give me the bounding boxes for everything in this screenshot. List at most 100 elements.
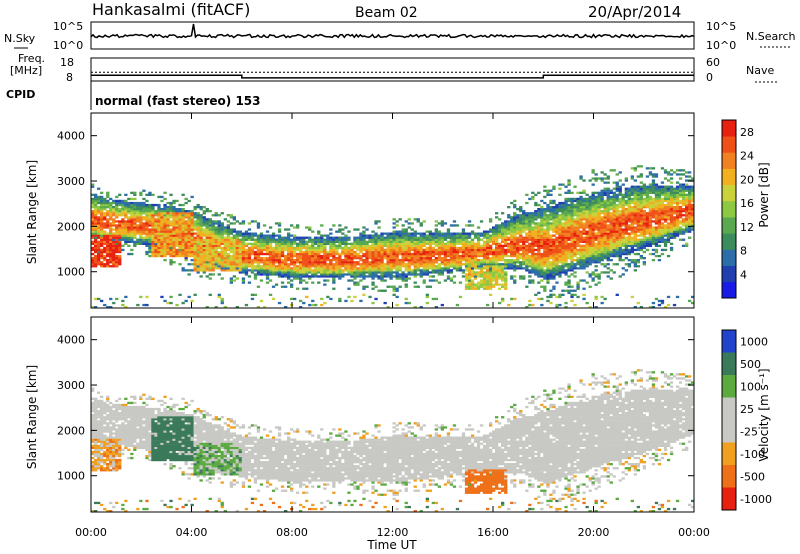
power-cell bbox=[142, 201, 146, 205]
power-cell bbox=[501, 234, 505, 237]
power-cell bbox=[464, 244, 469, 247]
power-cell bbox=[546, 275, 550, 278]
power-cell bbox=[220, 250, 224, 254]
power-cell bbox=[241, 242, 246, 245]
power-cell bbox=[299, 246, 303, 250]
power-cell bbox=[410, 242, 414, 245]
power-cell bbox=[446, 242, 451, 245]
power-cell bbox=[594, 208, 598, 211]
power-cell bbox=[516, 240, 520, 243]
power-cell bbox=[211, 238, 215, 241]
power-cell bbox=[256, 259, 261, 262]
power-cell bbox=[573, 222, 577, 225]
power-cell bbox=[540, 252, 544, 256]
power-cell bbox=[169, 230, 173, 233]
power-cell bbox=[220, 228, 224, 231]
power-cell bbox=[621, 222, 625, 225]
power-cell bbox=[296, 252, 300, 256]
power-cell bbox=[368, 250, 372, 254]
power-cell bbox=[151, 193, 155, 196]
power-cell bbox=[567, 275, 571, 278]
power-cell bbox=[103, 218, 107, 221]
power-cell bbox=[250, 242, 255, 245]
power-cell bbox=[555, 236, 559, 239]
power-cell bbox=[208, 220, 212, 223]
power-cell bbox=[118, 244, 122, 247]
power-cell bbox=[618, 216, 622, 219]
power-cell bbox=[516, 236, 520, 239]
power-cell bbox=[501, 273, 505, 276]
power-cell bbox=[452, 263, 457, 266]
power-cell bbox=[118, 248, 122, 252]
power-cell bbox=[130, 240, 134, 243]
power-cell bbox=[392, 293, 396, 296]
power-cell bbox=[103, 240, 107, 243]
power-cell bbox=[422, 240, 426, 243]
power-cell bbox=[250, 297, 255, 301]
power-cell bbox=[416, 259, 420, 262]
power-cell bbox=[314, 257, 318, 260]
power-cell bbox=[229, 277, 233, 280]
power-cell bbox=[133, 197, 137, 201]
power-cell bbox=[615, 189, 619, 192]
power-cell bbox=[470, 254, 475, 258]
power-cell bbox=[446, 234, 451, 237]
power-cell bbox=[181, 232, 185, 235]
power-cell bbox=[419, 236, 423, 239]
power-cell bbox=[139, 214, 143, 217]
power-cell bbox=[320, 224, 324, 227]
power-cell bbox=[299, 244, 303, 247]
power-cell bbox=[371, 269, 375, 272]
power-cell bbox=[256, 244, 261, 247]
power-cell bbox=[91, 226, 95, 229]
power-cell bbox=[235, 232, 239, 235]
power-cell bbox=[338, 224, 342, 227]
power-cell bbox=[603, 224, 607, 227]
power-cell bbox=[567, 210, 571, 213]
power-cell bbox=[543, 185, 547, 188]
power-cell bbox=[513, 212, 517, 215]
power-cell bbox=[256, 234, 261, 237]
power-cell bbox=[326, 236, 330, 239]
power-cell bbox=[271, 297, 276, 301]
power-cell bbox=[612, 195, 616, 199]
power-cell bbox=[202, 240, 206, 243]
power-cell bbox=[537, 246, 541, 250]
power-cell bbox=[109, 246, 113, 250]
power-cell bbox=[172, 246, 176, 250]
power-cell bbox=[455, 257, 460, 260]
power-cell bbox=[305, 244, 309, 247]
power-cell bbox=[395, 224, 399, 227]
power-cell bbox=[422, 279, 426, 282]
freq-tick-top: 18 bbox=[60, 56, 74, 69]
power-cell bbox=[268, 246, 273, 250]
power-cell bbox=[145, 226, 149, 229]
power-cell bbox=[151, 208, 155, 211]
power-cell bbox=[157, 228, 161, 231]
power-cell bbox=[103, 206, 107, 209]
power-cell bbox=[359, 250, 363, 254]
power-cell bbox=[262, 244, 267, 247]
power-cell bbox=[127, 234, 131, 237]
power-cell bbox=[401, 279, 405, 282]
power-cell bbox=[555, 273, 559, 276]
power-cell bbox=[416, 218, 420, 221]
power-cell bbox=[618, 242, 622, 245]
power-cell bbox=[561, 206, 565, 209]
power-cell bbox=[428, 234, 432, 237]
power-cell bbox=[196, 206, 200, 209]
power-cell bbox=[350, 279, 354, 282]
power-cell bbox=[371, 248, 375, 252]
power-cell bbox=[504, 254, 508, 258]
power-cell bbox=[537, 216, 541, 219]
power-cell bbox=[413, 234, 417, 237]
power-cell bbox=[106, 236, 110, 239]
power-cell bbox=[106, 193, 110, 196]
power-cell bbox=[395, 252, 399, 256]
power-cell bbox=[552, 222, 556, 225]
power-cell bbox=[600, 259, 604, 262]
power-cell bbox=[467, 269, 472, 272]
power-cell bbox=[455, 259, 460, 262]
power-cell bbox=[597, 248, 601, 252]
power-cell bbox=[579, 212, 583, 215]
